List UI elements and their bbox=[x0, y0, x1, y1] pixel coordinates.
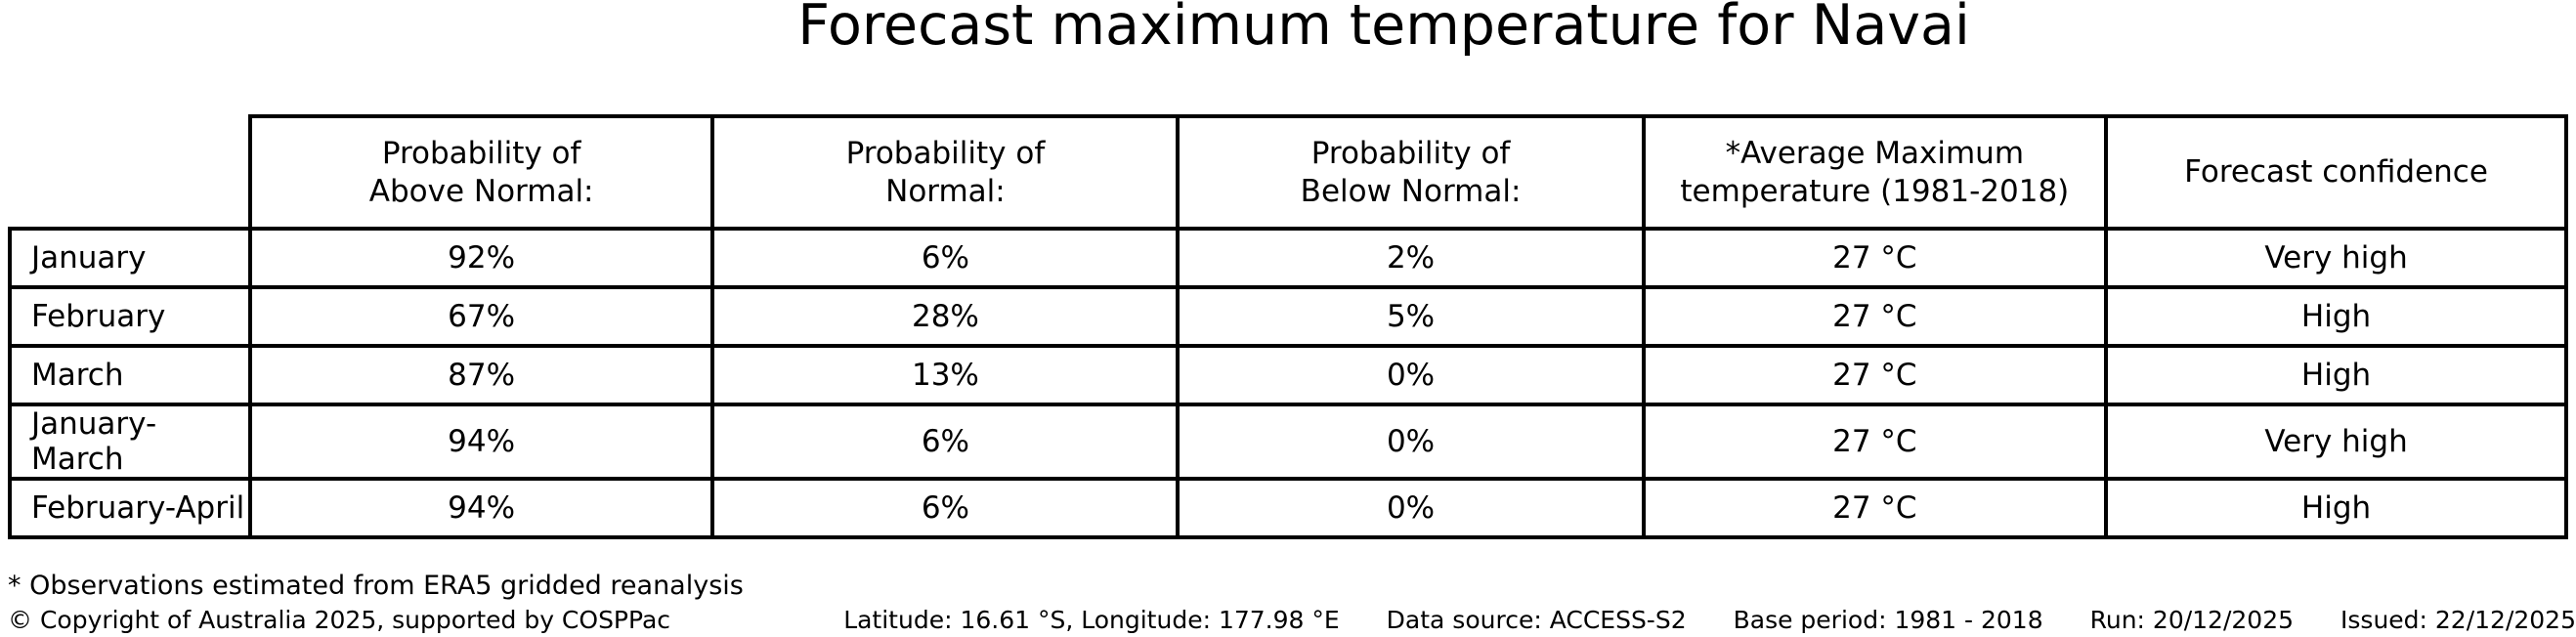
header-below-normal: Probability of Below Normal: bbox=[1176, 114, 1646, 231]
avg-max-temp-cell: 27 °C bbox=[1641, 477, 2109, 539]
header-line: temperature (1981-2018) bbox=[1680, 173, 2070, 209]
header-line: Probability of bbox=[845, 135, 1046, 171]
copyright-text: © Copyright of Australia 2025, supported… bbox=[8, 606, 671, 634]
header-row: Probability of Above Normal: Probability… bbox=[10, 114, 2568, 231]
header-corner-empty bbox=[10, 116, 250, 229]
status-bar: © Copyright of Australia 2025, supported… bbox=[8, 606, 2576, 634]
header-line: Forecast confidence bbox=[2184, 154, 2488, 191]
normal-cell: 6% bbox=[710, 227, 1181, 289]
footnote: * Observations estimated from ERA5 gridd… bbox=[8, 571, 744, 601]
avg-max-temp-cell: 27 °C bbox=[1641, 403, 2109, 481]
table-row: February-April 94% 6% 0% 27 °C High bbox=[8, 477, 2568, 539]
above-normal-cell: 87% bbox=[247, 344, 715, 406]
above-normal-cell: 94% bbox=[247, 477, 715, 539]
header-line: Below Normal: bbox=[1300, 173, 1522, 209]
run-date-text: Run: 20/12/2025 bbox=[2089, 606, 2295, 634]
confidence-cell: High bbox=[2104, 285, 2568, 348]
header-line: *Average Maximum bbox=[1725, 135, 2025, 171]
period-cell: February bbox=[8, 285, 252, 348]
confidence-cell: High bbox=[2104, 477, 2568, 539]
avg-max-temp-cell: 27 °C bbox=[1641, 344, 2109, 406]
normal-cell: 6% bbox=[710, 403, 1181, 481]
below-normal-cell: 0% bbox=[1176, 403, 1646, 481]
period-cell: March bbox=[8, 344, 252, 406]
header-line: Probability of bbox=[1310, 135, 1511, 171]
forecast-table-container: Probability of Above Normal: Probability… bbox=[8, 114, 2568, 539]
avg-max-temp-cell: 27 °C bbox=[1641, 285, 2109, 348]
confidence-cell: High bbox=[2104, 344, 2568, 406]
issued-date-text: Issued: 22/12/2025 bbox=[2340, 606, 2576, 634]
above-normal-cell: 92% bbox=[247, 227, 715, 289]
normal-cell: 6% bbox=[710, 477, 1181, 539]
above-normal-cell: 67% bbox=[247, 285, 715, 348]
forecast-table: Probability of Above Normal: Probability… bbox=[8, 114, 2568, 539]
below-normal-cell: 5% bbox=[1176, 285, 1646, 348]
confidence-cell: Very high bbox=[2104, 403, 2568, 481]
header-line: Normal: bbox=[885, 173, 1006, 209]
avg-max-temp-cell: 27 °C bbox=[1641, 227, 2109, 289]
normal-cell: 13% bbox=[710, 344, 1181, 406]
header-line: Probability of bbox=[381, 135, 581, 171]
header-above-normal: Probability of Above Normal: bbox=[247, 114, 715, 231]
table-row: March 87% 13% 0% 27 °C High bbox=[8, 344, 2568, 406]
table-row: January-March 94% 6% 0% 27 °C Very high bbox=[8, 403, 2568, 481]
header-forecast-confidence: Forecast confidence bbox=[2104, 114, 2568, 231]
table-row: January 92% 6% 2% 27 °C Very high bbox=[8, 227, 2568, 289]
above-normal-cell: 94% bbox=[247, 403, 715, 481]
period-cell: February-April bbox=[8, 477, 252, 539]
period-cell: January-March bbox=[8, 403, 252, 481]
period-cell: January bbox=[8, 227, 252, 289]
page-title: Forecast maximum temperature for Navai bbox=[797, 0, 1970, 58]
header-line: Above Normal: bbox=[368, 173, 594, 209]
confidence-cell: Very high bbox=[2104, 227, 2568, 289]
header-average-max-temp: *Average Maximum temperature (1981-2018) bbox=[1641, 114, 2109, 231]
below-normal-cell: 0% bbox=[1176, 344, 1646, 406]
status-meta-group: Latitude: 16.61 °S, Longitude: 177.98 °E… bbox=[843, 606, 2576, 634]
below-normal-cell: 0% bbox=[1176, 477, 1646, 539]
below-normal-cell: 2% bbox=[1176, 227, 1646, 289]
normal-cell: 28% bbox=[710, 285, 1181, 348]
location-text: Latitude: 16.61 °S, Longitude: 177.98 °E bbox=[843, 606, 1340, 634]
base-period-text: Base period: 1981 - 2018 bbox=[1733, 606, 2043, 634]
data-source-text: Data source: ACCESS-S2 bbox=[1386, 606, 1687, 634]
header-normal: Probability of Normal: bbox=[710, 114, 1181, 231]
table-row: February 67% 28% 5% 27 °C High bbox=[8, 285, 2568, 348]
